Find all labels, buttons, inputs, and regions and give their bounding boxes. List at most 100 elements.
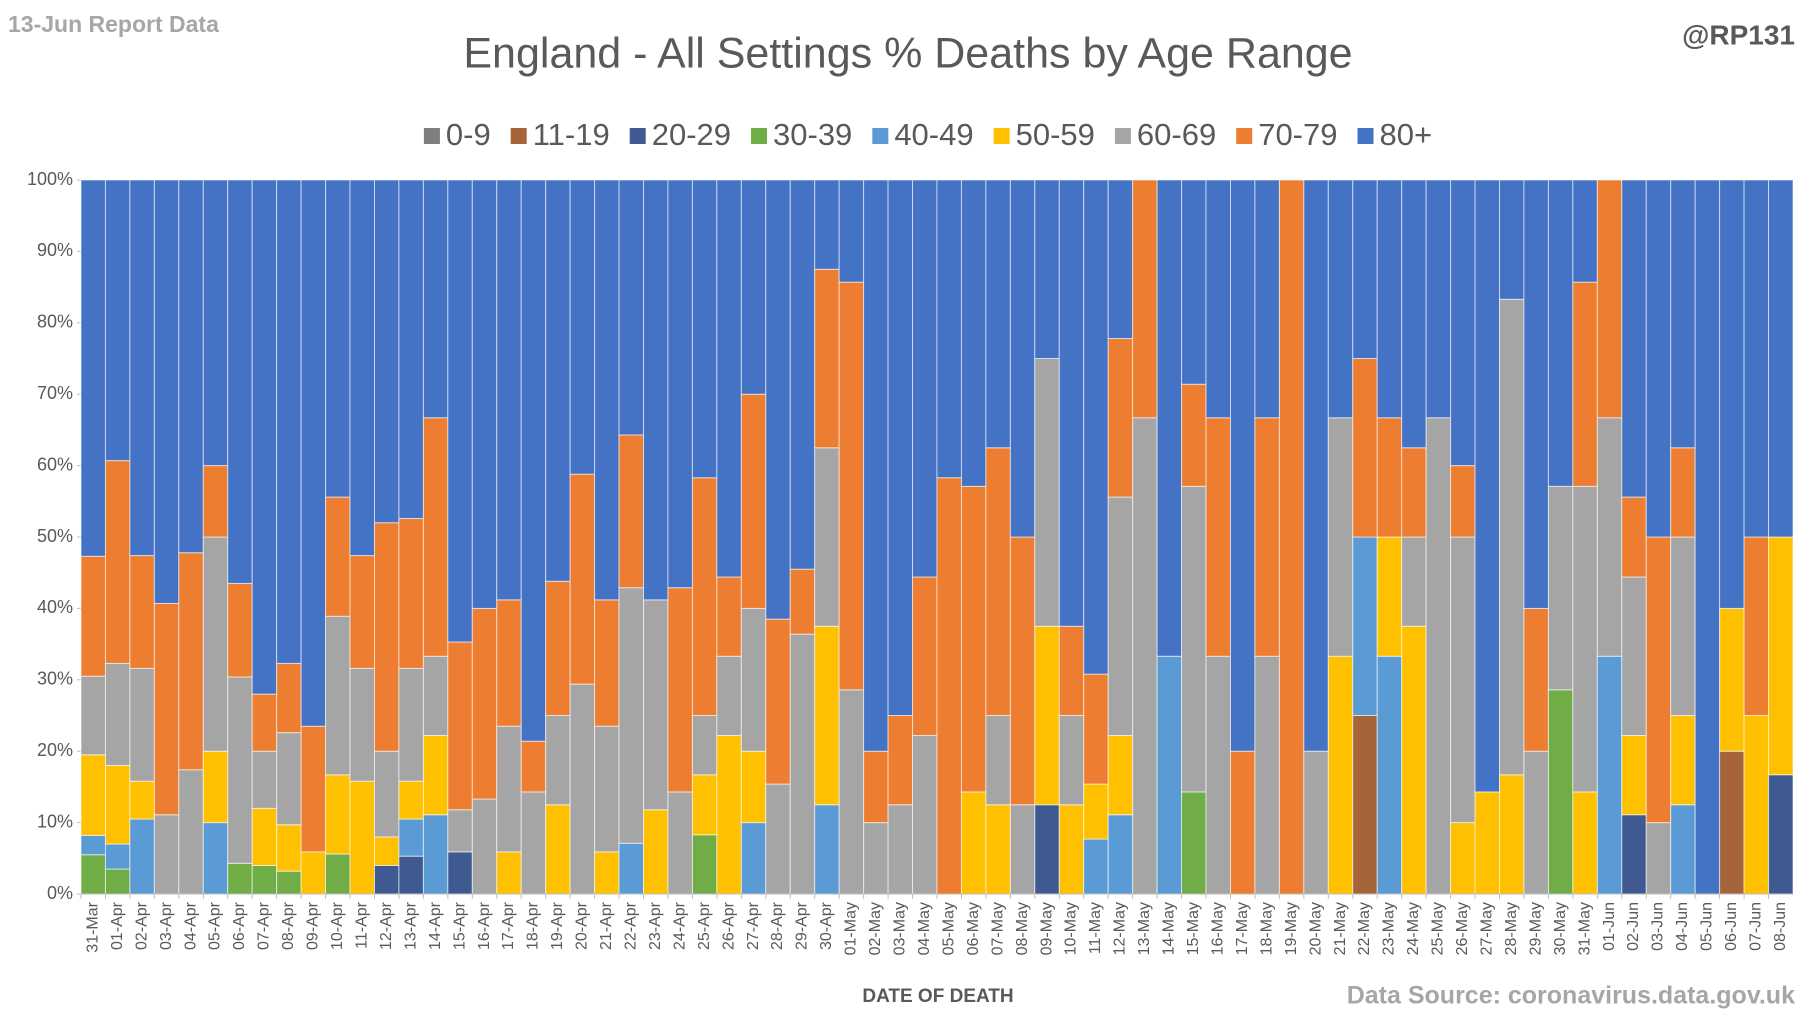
bar-segment [202, 179, 229, 467]
bar-segment [1645, 179, 1672, 538]
bar-segment [740, 822, 767, 895]
x-tick-label: 29-May [1527, 902, 1544, 955]
bar-segment [1034, 358, 1060, 627]
x-tick-label: 26-May [1454, 902, 1471, 955]
bar-segment [325, 179, 351, 498]
bar-segment [1719, 750, 1745, 895]
bar-segment [765, 618, 791, 785]
author: @RP131 [1682, 19, 1795, 50]
bar-segment [618, 587, 645, 844]
bar-segment [1229, 750, 1256, 895]
x-tick-label: 06-Jun [1723, 902, 1740, 951]
bar-segment [178, 769, 204, 895]
legend-swatch [1236, 128, 1253, 144]
bar-segment [1352, 715, 1378, 895]
bar-segment [814, 268, 840, 449]
bar-segment [373, 750, 400, 838]
bar-segment [691, 715, 718, 776]
bar-segment [251, 179, 278, 695]
bar-segment [349, 555, 375, 669]
bar-segment [447, 179, 473, 643]
y-tick-label: 70% [37, 383, 73, 403]
bar-segment [1376, 655, 1403, 895]
bar-segment [1547, 689, 1574, 895]
legend-swatch [993, 128, 1010, 144]
bar-segment [1768, 536, 1794, 776]
report-note: 13-Jun Report Data [8, 11, 219, 37]
x-tick-label: 18-May [1258, 902, 1275, 955]
x-tick-label: 15-May [1185, 902, 1202, 955]
bar-segment [251, 864, 278, 895]
bar-segment [1523, 750, 1549, 895]
x-tick-label: 09-May [1038, 902, 1055, 955]
bar-segment [1474, 791, 1501, 895]
bar-segment [1450, 822, 1476, 895]
bar-segment [398, 517, 424, 669]
x-tick-label: 06-May [965, 902, 982, 955]
x-tick-label: 28-Apr [769, 901, 786, 950]
x-tick-label: 17-May [1234, 902, 1251, 955]
bar-segment [1376, 536, 1403, 657]
bar-segment [1034, 625, 1060, 806]
bar-segment [251, 807, 278, 866]
bar-segment [153, 179, 180, 604]
bar-segment [985, 179, 1011, 449]
x-tick-label: 25-May [1430, 902, 1447, 955]
x-tick-label: 01-May [843, 902, 860, 955]
bar-segment [985, 715, 1011, 806]
bar-segment [1254, 417, 1280, 657]
bar-segment [251, 750, 278, 809]
bar-segment [276, 179, 302, 664]
chart-title: England - All Settings % Deaths by Age R… [463, 29, 1352, 77]
bar-segment [1181, 383, 1207, 487]
y-tick-label: 100% [27, 169, 73, 189]
legend-label: 80+ [1380, 117, 1433, 152]
bar-segment [349, 780, 375, 895]
bar-segment [740, 607, 767, 752]
x-tick-label: 03-Jun [1650, 902, 1667, 951]
x-tick-label: 27-May [1479, 902, 1496, 955]
bar-segment [1499, 298, 1525, 776]
bar-segment [569, 179, 596, 475]
bar-segment [520, 179, 547, 742]
bar-segment [104, 843, 131, 870]
bar-segment [325, 774, 351, 855]
bar-segment [349, 667, 375, 782]
bar-segment [716, 734, 742, 895]
bar-segment [912, 576, 938, 736]
x-tick-label: 20-Apr [574, 901, 591, 950]
bar-segment [1450, 179, 1476, 467]
bar-segment [1719, 607, 1745, 752]
bar-segment [104, 868, 131, 895]
x-tick-label: 02-Jun [1625, 902, 1642, 951]
bar-segment [618, 434, 645, 589]
bar-segment [1743, 536, 1770, 716]
bar-segment [985, 804, 1011, 895]
x-tick-label: 11-Apr [353, 901, 370, 949]
x-tick-label: 05-May [940, 902, 957, 955]
bar-segment [1009, 804, 1036, 895]
x-tick-label: 30-May [1552, 902, 1569, 955]
bar-segment [227, 676, 253, 864]
bar-segment [838, 281, 865, 691]
bar-segment [814, 447, 840, 627]
bar-segment [520, 791, 547, 895]
bar-segment [691, 834, 718, 895]
x-tick-label: 07-May [989, 902, 1006, 955]
bar-segment [1254, 179, 1280, 419]
bar-segment [153, 602, 180, 816]
bar-segment [1278, 179, 1305, 895]
bar-segment [1401, 447, 1427, 538]
bar-segment [569, 473, 596, 685]
bar-segment [838, 689, 865, 895]
source: Data Source: coronavirus.data.gov.uk [1347, 982, 1795, 1010]
bar-segment [838, 179, 865, 283]
y-tick-label: 40% [37, 597, 73, 617]
bar-segment [1303, 750, 1329, 895]
x-tick-label: 10-Apr [329, 901, 346, 950]
x-tick-label: 16-May [1209, 902, 1226, 955]
x-tick-label: 15-Apr [451, 901, 468, 950]
bar-segment [1670, 715, 1696, 806]
bar-segment [300, 725, 327, 853]
x-tick-label: 05-Jun [1699, 902, 1716, 951]
